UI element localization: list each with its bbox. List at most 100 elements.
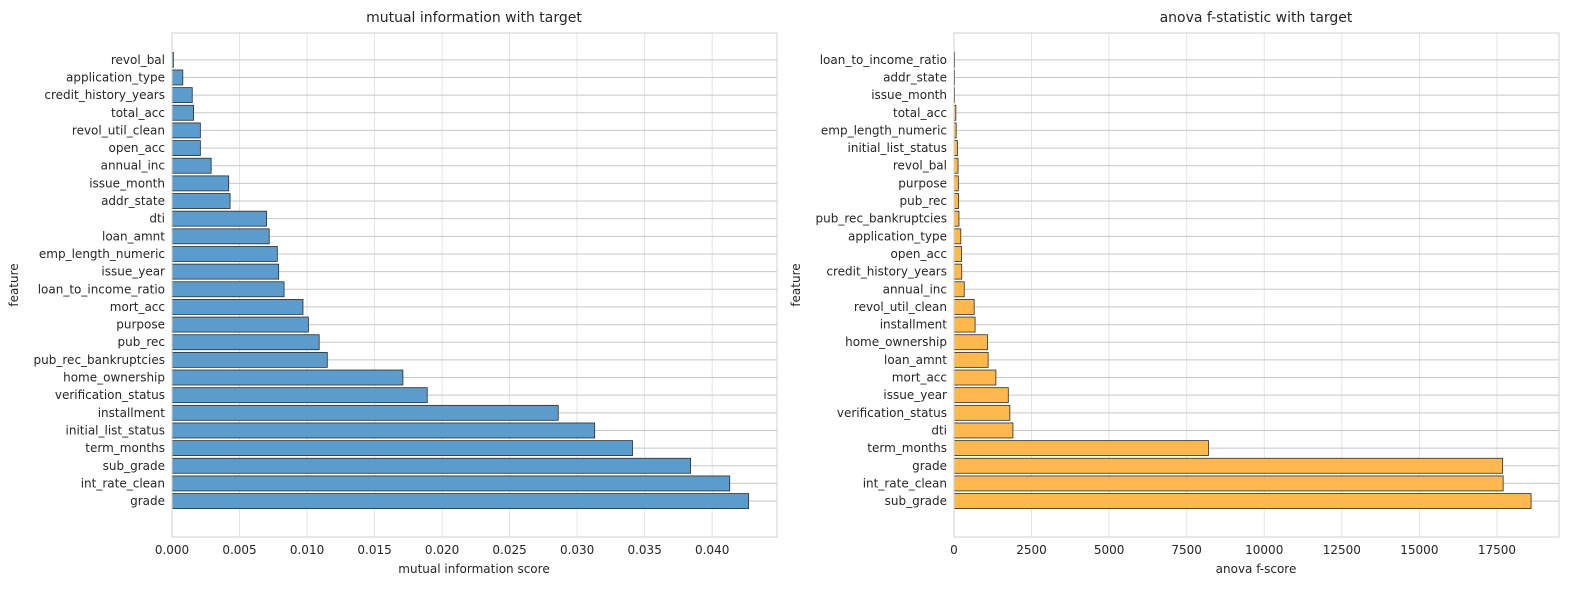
chart1-ytick-label: purpose (116, 318, 165, 332)
chart2-bar (953, 140, 958, 156)
chart2-ytick-label: loan_amnt (884, 353, 947, 367)
chart2-xtick-label: 2500 (1016, 543, 1047, 557)
chart1-xlabel: mutual information score (398, 562, 549, 576)
chart2-xtick-label: 7500 (1171, 543, 1202, 557)
chart2-ytick-label: pub_rec_bankruptcies (816, 212, 947, 226)
chart2-ytick-label: emp_length_numeric (821, 123, 947, 137)
chart2-bar (953, 440, 1209, 457)
chart1-ylabel: feature (7, 263, 21, 306)
chart1-bar (171, 369, 404, 386)
chart1-bar (171, 299, 304, 315)
chart1-ytick-label: annual_inc (101, 159, 165, 173)
chart2-ytick-label: pub_rec (900, 194, 948, 208)
chart2-bar (953, 493, 1532, 509)
chart2-ytick-label: credit_history_years (826, 265, 947, 279)
chart1-bar (171, 334, 320, 351)
chart2-ytick-label: application_type (848, 229, 947, 243)
chart2-ytick-label: total_acc (893, 106, 947, 120)
chart1-ytick-label: dti (149, 212, 165, 226)
chart1-bar (171, 210, 267, 227)
chart2-ytick-label: open_acc (891, 247, 948, 261)
chart1-title: mutual information with target (366, 10, 582, 26)
chart2-bar (953, 475, 1504, 492)
chart1-bar (171, 263, 280, 280)
chart2-ytick-label: term_months (867, 441, 947, 455)
chart2-ytick-label: verification_status (837, 406, 947, 420)
chart1-ytick-label: issue_year (101, 265, 165, 279)
chart1-bar (171, 351, 328, 368)
chart1-ytick-label: sub_grade (103, 459, 165, 473)
chart1-bar (171, 404, 559, 421)
chart2-ytick-label: initial_list_status (848, 141, 948, 155)
chart2-xlabel: anova f-score (1216, 562, 1297, 576)
chart1-ytick-label: total_acc (111, 106, 165, 120)
chart1-xtick-label: 0.030 (560, 543, 594, 557)
chart1-bar (171, 140, 201, 156)
chart1-axes-frame (171, 32, 778, 538)
chart2-ytick-label: mort_acc (892, 371, 947, 385)
chart1-ytick-label: verification_status (55, 388, 165, 402)
chart1-bar (171, 475, 731, 492)
chart1-bar (171, 440, 633, 457)
chart1-ytick-label: emp_length_numeric (39, 247, 165, 261)
chart2-bar (953, 422, 1014, 439)
chart2-ytick-label: purpose (898, 176, 947, 190)
chart2-bar (953, 228, 962, 245)
chart1-ytick-label: loan_to_income_ratio (38, 282, 165, 296)
chart2-ytick-label: addr_state (883, 70, 947, 84)
chart1-bar (171, 246, 278, 262)
chart2-bar (953, 175, 959, 192)
chart2-bar (953, 316, 976, 333)
chart1-bar (171, 69, 184, 86)
chart1-bar (171, 228, 270, 245)
chart2-bar (953, 457, 1503, 474)
chart1-ytick-label: issue_month (89, 176, 165, 190)
chart1-bar (171, 281, 285, 298)
chart1-bar (171, 422, 596, 439)
chart2-ytick-label: revol_bal (893, 159, 947, 173)
chart2-ytick-label: int_rate_clean (863, 476, 947, 490)
chart1-xtick-label: 0.040 (695, 543, 729, 557)
chart2-axes-frame (953, 32, 1560, 538)
chart1-ytick-label: home_ownership (63, 371, 165, 385)
chart1-bar (171, 122, 201, 139)
chart2-ytick-label: sub_grade (885, 494, 947, 508)
chart2-ytick-label: loan_to_income_ratio (820, 53, 947, 67)
chart1-ytick-label: pub_rec_bankruptcies (34, 353, 165, 367)
chart2-ytick-label: dti (931, 423, 947, 437)
chart1-ytick-label: addr_state (101, 194, 165, 208)
chart2-ytick-label: annual_inc (883, 282, 947, 296)
chart1-ytick-label: pub_rec (118, 335, 166, 349)
chart2-ytick-label: issue_year (883, 388, 947, 402)
chart2-xtick-label: 10000 (1245, 543, 1283, 557)
chart2-title: anova f-statistic with target (1160, 10, 1353, 26)
chart2-bar (953, 157, 959, 174)
chart2-bar (953, 193, 960, 209)
chart2-ytick-label: home_ownership (845, 335, 947, 349)
chart1-ytick-label: mort_acc (110, 300, 165, 314)
chart2-xtick-label: 17500 (1478, 543, 1516, 557)
chart1-ytick-label: open_acc (109, 141, 166, 155)
chart1-xtick-label: 0.005 (222, 543, 256, 557)
chart1-xtick-label: 0.020 (425, 543, 459, 557)
chart2-ytick-label: grade (912, 459, 947, 473)
chart1-bar (171, 175, 230, 192)
chart1-bar (171, 493, 750, 509)
chart2-xtick-label: 12500 (1323, 543, 1361, 557)
chart1-ytick-label: installment (98, 406, 166, 420)
chart1-xtick-label: 0.015 (357, 543, 391, 557)
chart2-bar (953, 246, 962, 262)
chart2-xtick-label: 5000 (1094, 543, 1125, 557)
chart1-ytick-label: grade (130, 494, 165, 508)
chart2-ylabel: feature (789, 263, 803, 306)
chart2-xtick-label: 0 (950, 543, 958, 557)
chart1-bar (171, 387, 428, 404)
chart1-xtick-label: 0.000 (155, 543, 189, 557)
chart2-bar (953, 404, 1011, 421)
chart2-bar (953, 210, 960, 227)
chart1-xtick-label: 0.035 (627, 543, 661, 557)
chart1-bar (171, 316, 309, 333)
chart2-bar (953, 263, 963, 280)
chart2-bar (953, 351, 989, 368)
chart1-bar (171, 104, 195, 121)
